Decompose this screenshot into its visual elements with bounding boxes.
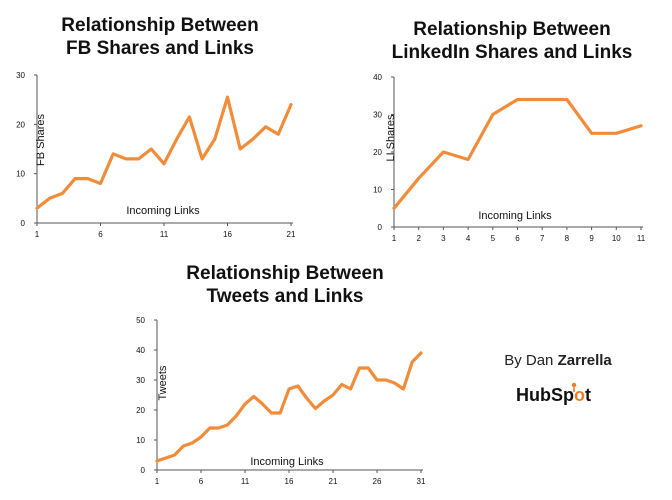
fb-x-tick-label: 21 (287, 230, 296, 239)
fb-chart-title: Relationship Between FB Shares and Links (0, 14, 320, 60)
li-x-tick-label: 4 (466, 234, 471, 243)
li-chart-svg: 0 10 20 30 40 1 2 3 4 5 6 7 8 9 10 11 Incoming Links LI S… (373, 73, 646, 243)
sprocket-icon (571, 382, 577, 392)
tw-y-tick-label: 0 (141, 466, 146, 475)
li-x-tick-label: 5 (491, 234, 496, 243)
credit-prefix: By Dan (504, 352, 554, 369)
li-y-tick-label: 0 (378, 223, 383, 232)
li-x-axis-label: Incoming Links (478, 210, 552, 222)
fb-y-tick-label: 0 (21, 219, 26, 228)
fb-x-axis-label: Incoming Links (126, 205, 200, 217)
tw-series-line (155, 351, 423, 463)
hubspot-logo-text: HubSpot (516, 385, 591, 405)
fb-y-tick-label: 20 (16, 120, 25, 129)
fb-x-tick-label: 6 (98, 230, 103, 239)
tw-x-tick-label: 1 (155, 477, 160, 486)
li-y-tick-label: 10 (373, 186, 382, 195)
tw-x-tick-label: 16 (285, 477, 294, 486)
fb-y-axis-label: FB Shares (35, 114, 47, 166)
li-y-tick-label: 20 (373, 148, 382, 157)
li-y-tick-label: 40 (373, 73, 382, 82)
fb-chart: Relationship Between FB Shares and Links (0, 14, 320, 60)
li-series-line (392, 97, 643, 210)
hubspot-logo: HubSpot (516, 382, 591, 405)
li-x-tick-label: 1 (392, 234, 397, 243)
li-x-tick-label: 10 (612, 234, 621, 243)
tw-y-tick-label: 20 (136, 406, 145, 415)
li-y-axis-label: LI Shares (385, 114, 397, 162)
li-x-tick-label: 7 (540, 234, 545, 243)
fb-x-tick-label: 11 (160, 230, 169, 239)
fb-y-tick-label: 10 (16, 170, 25, 179)
tw-x-tick-label: 11 (241, 477, 250, 486)
hubspot-hub: HubSp (516, 385, 574, 405)
li-title-rest: and Links (543, 42, 633, 63)
credit-name: Zarrella (557, 352, 612, 369)
tw-y-tick-label: 10 (136, 436, 145, 445)
li-x-tick-label: 3 (441, 234, 446, 243)
li-x-tick-label: 8 (565, 234, 570, 243)
hubspot-end: t (585, 385, 591, 405)
author-credit: By Dan Zarrella (478, 352, 638, 369)
li-title-bold: LinkedIn Shares (391, 42, 539, 63)
tw-x-tick-label: 6 (199, 477, 204, 486)
tw-chart-title: Relationship Between Tweets and Links (140, 262, 430, 308)
li-chart: Relationship Between LinkedIn Shares and… (352, 18, 672, 64)
fb-series-line (35, 95, 293, 210)
fb-title-line1: Relationship Between (61, 15, 259, 36)
li-x-tick-label: 6 (515, 234, 520, 243)
tw-y-axis-label: Tweets (157, 365, 169, 400)
li-x-tick-label: 9 (589, 234, 594, 243)
tw-title-line1: Relationship Between (186, 263, 384, 284)
tw-title-rest: and Links (274, 286, 364, 307)
tw-x-tick-label: 21 (329, 477, 338, 486)
tw-chart: Relationship Between Tweets and Links (140, 262, 430, 308)
li-chart-title: Relationship Between LinkedIn Shares and… (352, 18, 672, 64)
li-x-tick-label: 11 (637, 234, 646, 243)
hubspot-spot-o: o (574, 385, 585, 405)
tw-title-bold: Tweets (206, 286, 270, 307)
fb-x-tick-label: 16 (223, 230, 232, 239)
tw-y-tick-label: 40 (136, 346, 145, 355)
fb-y-tick-label: 30 (16, 71, 25, 80)
tw-x-axis-label: Incoming Links (250, 456, 324, 468)
li-x-tick-label: 2 (416, 234, 421, 243)
tw-y-tick-label: 30 (136, 376, 145, 385)
fb-x-tick-label: 1 (35, 230, 40, 239)
tw-x-tick-label: 31 (417, 477, 426, 486)
fb-title-bold: FB Shares (66, 38, 160, 59)
li-y-tick-label: 30 (373, 111, 382, 120)
tw-x-tick-label: 26 (373, 477, 382, 486)
li-title-line1: Relationship Between (413, 19, 611, 40)
fb-title-rest: and Links (165, 38, 254, 59)
tw-y-tick-label: 50 (136, 316, 145, 325)
